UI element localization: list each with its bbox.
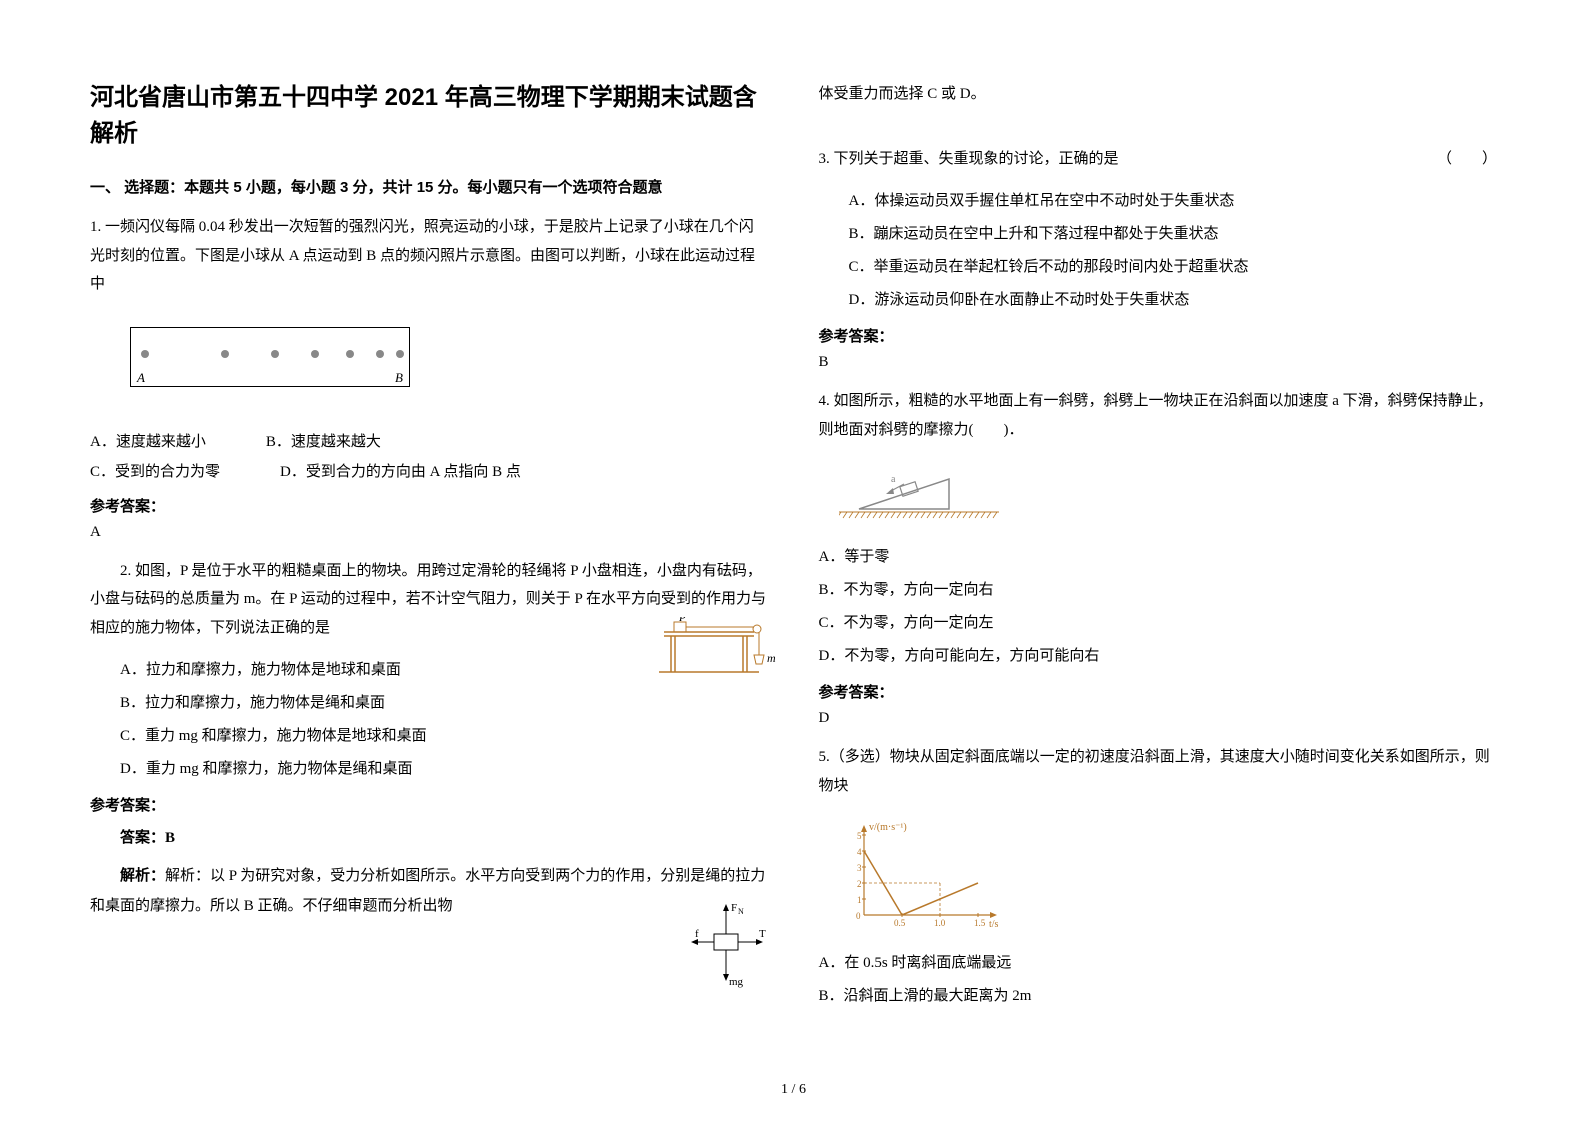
svg-text:m: m: [767, 651, 776, 665]
q4-figure: a: [839, 464, 1498, 529]
q1-figure: A B: [90, 327, 769, 387]
q2-opt-b: B．拉力和摩擦力，施力物体是绳和桌面: [90, 687, 769, 720]
q1-label-b: B: [395, 370, 403, 386]
q1-label-a: A: [137, 370, 145, 386]
svg-text:2: 2: [857, 879, 862, 889]
svg-text:mg: mg: [729, 976, 744, 988]
svg-text:0: 0: [856, 911, 861, 921]
q2-answer-label: 参考答案：: [90, 794, 769, 815]
q3-answer-label: 参考答案：: [819, 325, 1498, 346]
svg-text:v/(m·s⁻¹): v/(m·s⁻¹): [869, 822, 907, 833]
q4-stem: 4. 如图所示，粗糙的水平地面上有一斜劈，斜劈上一物块正在沿斜面以加速度 a 下…: [819, 387, 1498, 444]
q5-opt-b: B．沿斜面上滑的最大距离为 2m: [819, 980, 1498, 1013]
q3-stem: 3. 下列关于超重、失重现象的讨论，正确的是: [819, 145, 1119, 174]
svg-text:1.5: 1.5: [974, 918, 986, 928]
q2-answer-line: 答案：B: [90, 823, 769, 853]
q2-opt-d: D．重力 mg 和摩擦力，施力物体是绳和桌面: [90, 753, 769, 786]
q1-opt-c: C．受到的合力为零: [90, 457, 220, 487]
svg-text:3: 3: [857, 863, 862, 873]
svg-text:5: 5: [857, 831, 862, 841]
page-number: 1 / 6: [781, 1082, 806, 1098]
q3-opt-b: B．蹦床运动员在空中上升和下落过程中都处于失重状态: [819, 218, 1498, 251]
q3-opt-c: C．举重运动员在举起杠铃后不动的那段时间内处于超重状态: [819, 251, 1498, 284]
svg-text:T: T: [759, 928, 766, 940]
q2-figure: P m: [659, 617, 789, 687]
q4-opt-a: A．等于零: [819, 541, 1498, 574]
q2-force-figure: F N mg f T: [689, 899, 769, 989]
svg-text:1.0: 1.0: [934, 918, 946, 928]
q1-opt-b: B．速度越来越大: [266, 427, 381, 457]
q3-opt-a: A．体操运动员双手握住单杠吊在空中不动时处于失重状态: [819, 185, 1498, 218]
q3-answer: B: [819, 354, 1498, 371]
svg-text:0.5: 0.5: [894, 918, 906, 928]
q4-opt-d: D．不为零，方向可能向左，方向可能向右: [819, 640, 1498, 673]
svg-text:N: N: [738, 907, 744, 916]
q3-opt-d: D．游泳运动员仰卧在水面静止不动时处于失重状态: [819, 284, 1498, 317]
q5-figure: v/(m·s⁻¹) t/s 0 1 2 3 4 5 0.5 1.0 1.5: [839, 820, 1498, 935]
q4-opt-c: C．不为零，方向一定向左: [819, 607, 1498, 640]
col2-continuation: 体受重力而选择 C 或 D。: [819, 80, 1498, 109]
q1-opt-a: A．速度越来越小: [90, 427, 206, 457]
q1-stem: 1. 一频闪仪每隔 0.04 秒发出一次短暂的强烈闪光，照亮运动的小球，于是胶片…: [90, 213, 769, 299]
q2-analysis: 解析：解析：以 P 为研究对象，受力分析如图所示。水平方向受到两个力的作用，分别…: [90, 861, 769, 921]
q5-opt-a: A．在 0.5s 时离斜面底端最远: [819, 947, 1498, 980]
q4-answer: D: [819, 710, 1498, 727]
svg-text:F: F: [731, 902, 737, 914]
svg-text:P: P: [678, 617, 686, 624]
page-title: 河北省唐山市第五十四中学 2021 年高三物理下学期期末试题含解析: [90, 80, 769, 152]
svg-text:f: f: [695, 928, 699, 940]
svg-text:t/s: t/s: [989, 919, 999, 930]
svg-text:a: a: [891, 474, 896, 485]
q4-answer-label: 参考答案：: [819, 681, 1498, 702]
q1-answer-label: 参考答案：: [90, 495, 769, 516]
svg-text:4: 4: [857, 847, 862, 857]
q2-opt-c: C．重力 mg 和摩擦力，施力物体是地球和桌面: [90, 720, 769, 753]
q4-opt-b: B．不为零，方向一定向右: [819, 574, 1498, 607]
q5-stem: 5.（多选）物块从固定斜面底端以一定的初速度沿斜面上滑，其速度大小随时间变化关系…: [819, 743, 1498, 800]
section-header: 一、 选择题：本题共 5 小题，每小题 3 分，共计 15 分。每小题只有一个选…: [90, 176, 769, 197]
q3-paren: （ ）: [1437, 145, 1497, 174]
q1-answer: A: [90, 524, 769, 541]
svg-text:1: 1: [857, 895, 862, 905]
q1-opt-d: D．受到合力的方向由 A 点指向 B 点: [280, 457, 521, 487]
